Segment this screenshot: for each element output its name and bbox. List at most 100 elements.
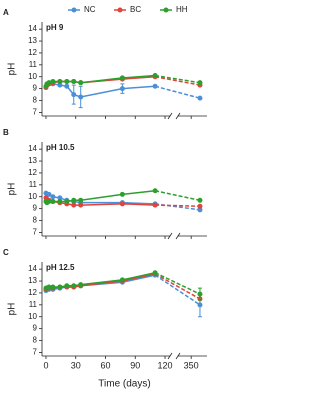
data-point (71, 92, 77, 98)
series-line-dashed (154, 74, 201, 84)
legend-marker (71, 7, 77, 13)
data-point (197, 203, 203, 209)
y-tick-label: 14 (28, 24, 37, 33)
x-tick-label: 90 (130, 360, 140, 370)
data-point (197, 197, 203, 203)
data-point (64, 78, 70, 84)
data-point (46, 191, 52, 197)
data-point (78, 282, 84, 288)
data-point (71, 197, 77, 203)
panel-title: pH 10.5 (46, 143, 75, 152)
y-tick-label: 14 (28, 264, 37, 273)
data-point (57, 78, 63, 84)
data-point (50, 78, 56, 84)
data-point (71, 78, 77, 84)
series-line (45, 190, 156, 204)
y-tick-label: 8 (33, 336, 38, 345)
data-point (152, 270, 158, 276)
y-tick-label: 11 (29, 300, 38, 309)
axis-break (167, 352, 173, 360)
series-line (45, 74, 156, 87)
chart: NC BC HH ApH 9 pH 7 8 9 10 11 12 13 14 BpH 10.5 pH 7 8 9 1… (3, 5, 207, 390)
legend-label: BC (130, 5, 141, 14)
y-axis-label: pH (7, 303, 18, 316)
data-point (57, 284, 63, 290)
data-point (119, 86, 125, 92)
panel-title: pH 9 (46, 23, 64, 32)
y-tick-label: 13 (28, 156, 37, 165)
axis-break (167, 232, 173, 240)
axis-break (167, 112, 173, 120)
x-tick-label: 60 (100, 360, 110, 370)
series-line-dashed (154, 272, 201, 295)
y-tick-label: 10 (28, 192, 37, 201)
y-tick-label: 12 (28, 168, 37, 177)
y-tick-label: 10 (28, 72, 37, 81)
y-tick-label: 13 (28, 276, 37, 285)
data-point (50, 194, 56, 200)
series-line-dashed (154, 274, 201, 306)
x-tick-label: 30 (71, 360, 81, 370)
panel-label: A (3, 8, 9, 17)
axis-break (175, 352, 181, 360)
legend-marker (117, 7, 123, 13)
data-point (78, 80, 84, 86)
data-point (46, 284, 52, 290)
y-tick-label: 14 (28, 144, 37, 153)
y-tick-label: 13 (28, 36, 37, 45)
data-point (78, 197, 84, 203)
y-axis-label: pH (7, 183, 18, 196)
series-line-dashed (154, 75, 201, 86)
panel-label: C (3, 248, 9, 257)
series-line-dashed (154, 190, 201, 202)
data-point (119, 75, 125, 81)
data-point (64, 198, 70, 204)
y-tick-label: 11 (29, 180, 38, 189)
data-point (78, 94, 84, 100)
y-tick-label: 9 (33, 84, 38, 93)
series-line-dashed (155, 204, 200, 208)
data-point (197, 207, 203, 213)
axis-break (175, 232, 181, 240)
series-line (45, 271, 156, 289)
legend-marker (163, 7, 169, 13)
y-axis-label: pH (7, 63, 18, 76)
panel-title: pH 12.5 (46, 263, 75, 272)
series-line (45, 83, 156, 98)
y-tick-label: 10 (28, 312, 37, 321)
panel-label: B (3, 128, 9, 137)
data-point (64, 83, 70, 89)
data-point (119, 201, 125, 207)
data-point (119, 191, 125, 197)
series-line (45, 192, 156, 205)
y-tick-label: 7 (33, 348, 38, 357)
x-tick-label: 0 (43, 360, 48, 370)
data-point (152, 73, 158, 79)
data-point (197, 291, 203, 297)
data-point (152, 188, 158, 194)
data-point (119, 277, 125, 283)
data-point (46, 80, 52, 86)
y-tick-label: 9 (33, 204, 38, 213)
series-line-dashed (154, 273, 201, 300)
x-axis-label: Time (days) (98, 379, 150, 390)
data-point (64, 283, 70, 289)
y-tick-label: 11 (29, 60, 38, 69)
data-point (50, 284, 56, 290)
data-point (197, 302, 203, 308)
legend-label: HH (176, 5, 188, 14)
x-tick-label: 350 (184, 360, 199, 370)
y-tick-label: 8 (33, 96, 38, 105)
y-tick-label: 7 (33, 228, 38, 237)
data-point (71, 283, 77, 289)
x-tick-label: 120 (158, 360, 173, 370)
series-line-dashed (154, 85, 201, 99)
y-tick-label: 12 (28, 48, 37, 57)
data-point (152, 83, 158, 89)
data-point (46, 198, 52, 204)
data-point (152, 202, 158, 208)
axis-break (175, 112, 181, 120)
data-point (57, 82, 63, 88)
y-tick-label: 7 (33, 108, 38, 117)
y-tick-label: 9 (33, 324, 38, 333)
